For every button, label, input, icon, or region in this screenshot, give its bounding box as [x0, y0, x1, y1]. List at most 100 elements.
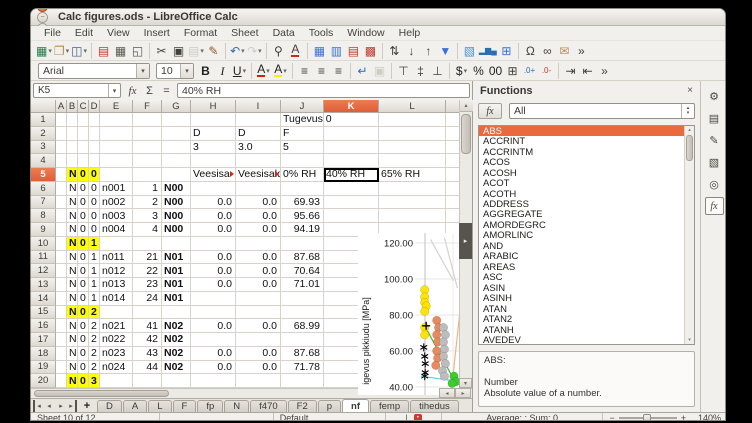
- row-header-5[interactable]: 5: [31, 168, 56, 182]
- cell-A19[interactable]: [56, 360, 67, 375]
- menu-window[interactable]: Window: [347, 27, 385, 39]
- cell-B4[interactable]: [67, 154, 78, 168]
- category-stepper[interactable]: ▴ ▾: [681, 104, 694, 118]
- cell-F13[interactable]: 23: [133, 278, 162, 292]
- row-header-10[interactable]: 10: [31, 236, 56, 251]
- paste-dropdown-arrow[interactable]: ▾: [200, 47, 204, 55]
- increase-indent-button[interactable]: ⇥: [562, 62, 579, 80]
- function-item-asinh[interactable]: ASINH: [483, 293, 513, 305]
- cell-I3[interactable]: 3.0: [236, 140, 281, 155]
- cell-D16[interactable]: 2: [89, 319, 100, 333]
- cell-J18[interactable]: 87.68: [281, 346, 324, 361]
- cell-H11[interactable]: 0.0: [191, 250, 236, 265]
- date-format-button[interactable]: ⊞: [504, 62, 521, 80]
- insert-row-button[interactable]: ▦: [311, 42, 328, 60]
- cell-C16[interactable]: 0: [78, 319, 89, 333]
- cell-E17[interactable]: n022: [100, 333, 133, 347]
- cell-E8[interactable]: n003: [100, 209, 133, 223]
- more-toolbar-button[interactable]: »: [573, 42, 590, 60]
- currency-dropdown-arrow[interactable]: ▾: [463, 67, 468, 75]
- column-header-J[interactable]: J: [281, 100, 324, 113]
- row-header-20[interactable]: 20: [31, 374, 56, 388]
- sidebar-deck-styles[interactable]: ✎: [705, 131, 724, 149]
- cell-J14[interactable]: [281, 291, 324, 306]
- cell-H13[interactable]: 0.0: [191, 278, 236, 292]
- cell-H7[interactable]: 0.0: [191, 195, 236, 210]
- cell-D5[interactable]: 0: [89, 168, 100, 182]
- cell-G20[interactable]: [162, 374, 191, 388]
- titlebar[interactable]: ×−◻ Calc figures.ods - LibreOffice Calc: [31, 9, 725, 34]
- cell-L2[interactable]: [379, 126, 446, 141]
- sidebar-splitter-grip[interactable]: ▸: [459, 223, 472, 259]
- cell-D7[interactable]: 0: [89, 195, 100, 210]
- align-center-button[interactable]: ≡: [313, 62, 330, 80]
- cell-H8[interactable]: 0.0: [191, 209, 236, 223]
- cell-B6[interactable]: N: [67, 181, 78, 196]
- cell-F1[interactable]: [133, 113, 162, 127]
- cell-G16[interactable]: N02: [162, 319, 191, 333]
- cell-J1[interactable]: Tugevus 0: [281, 113, 332, 127]
- menu-insert[interactable]: Insert: [143, 27, 170, 39]
- cell-F15[interactable]: [133, 305, 162, 320]
- insert-function-button[interactable]: fx: [478, 103, 502, 119]
- cell-I8[interactable]: 0.0: [236, 209, 281, 223]
- menu-help[interactable]: Help: [398, 27, 421, 39]
- cell-G19[interactable]: N02: [162, 360, 191, 375]
- cell-E20[interactable]: [100, 374, 133, 388]
- scroll-right-button[interactable]: ▸: [455, 388, 471, 398]
- cell-E4[interactable]: [100, 154, 133, 168]
- cell-H6[interactable]: [191, 181, 236, 196]
- function-item-acoth[interactable]: ACOTH: [483, 188, 517, 200]
- paste-button[interactable]: ▤ ▾: [187, 42, 205, 60]
- insert-comment-button[interactable]: ✉: [556, 42, 573, 60]
- cell-F4[interactable]: [133, 154, 162, 168]
- cell-G11[interactable]: N01: [162, 250, 191, 265]
- cell-A17[interactable]: [56, 333, 67, 347]
- cell-B1[interactable]: [67, 113, 78, 127]
- cell-J8[interactable]: 95.66: [281, 209, 324, 223]
- cell-H2[interactable]: D: [191, 126, 236, 141]
- function-item-avedev[interactable]: AVEDEV: [483, 335, 521, 345]
- cell-H5[interactable]: Veesisa: [191, 168, 236, 182]
- cell-G9[interactable]: N00: [162, 223, 191, 237]
- cell-E12[interactable]: n012: [100, 264, 133, 278]
- cell-E3[interactable]: [100, 140, 133, 155]
- row-header-4[interactable]: 4: [31, 154, 56, 168]
- cell-E19[interactable]: n024: [100, 360, 133, 375]
- cell-B20[interactable]: N: [67, 374, 78, 388]
- tab-scroll-first-button[interactable]: ◂: [33, 400, 43, 412]
- cell-E15[interactable]: [100, 305, 133, 320]
- sheet-tab-f2[interactable]: F2: [287, 400, 317, 412]
- sheet-tab-d[interactable]: D: [97, 400, 122, 412]
- cell-D15[interactable]: 2: [89, 305, 100, 320]
- spelling-button[interactable]: A: [287, 42, 304, 60]
- function-item-asin[interactable]: ASIN: [483, 282, 506, 294]
- cell-G14[interactable]: N01: [162, 291, 191, 306]
- cell-E7[interactable]: n002: [100, 195, 133, 210]
- zoom-thumb[interactable]: [642, 413, 651, 420]
- cell-D18[interactable]: 2: [89, 346, 100, 361]
- cell-A18[interactable]: [56, 346, 67, 361]
- cell-E11[interactable]: n011: [100, 250, 133, 265]
- font-name-combo[interactable]: Arial ▾: [38, 62, 150, 79]
- cell-A16[interactable]: [56, 319, 67, 333]
- open-button[interactable]: ❐ ▾: [53, 42, 70, 60]
- cell-I13[interactable]: 0.0: [236, 278, 281, 292]
- cell-H14[interactable]: [191, 291, 236, 306]
- cell-D6[interactable]: 0: [89, 181, 100, 196]
- cell-B14[interactable]: N: [67, 291, 78, 306]
- column-header-L[interactable]: L: [379, 100, 446, 113]
- underline-dropdown-arrow[interactable]: ▾: [242, 67, 247, 75]
- cell-G3[interactable]: [162, 140, 191, 155]
- function-item-atan[interactable]: ATAN: [483, 303, 507, 315]
- function-item-areas[interactable]: AREAS: [483, 261, 516, 273]
- font-color-dropdown-arrow[interactable]: ▾: [266, 67, 270, 75]
- cell-D8[interactable]: 0: [89, 209, 100, 223]
- horizontal-scrollbar-thumb[interactable]: [34, 389, 169, 397]
- cell-D19[interactable]: 2: [89, 360, 100, 375]
- function-item-amorlinc[interactable]: AMORLINC: [483, 230, 534, 242]
- cell-B13[interactable]: N: [67, 278, 78, 292]
- cell-F16[interactable]: 41: [133, 319, 162, 333]
- export-pdf-button[interactable]: ▤: [95, 42, 112, 60]
- cell-F20[interactable]: [133, 374, 162, 388]
